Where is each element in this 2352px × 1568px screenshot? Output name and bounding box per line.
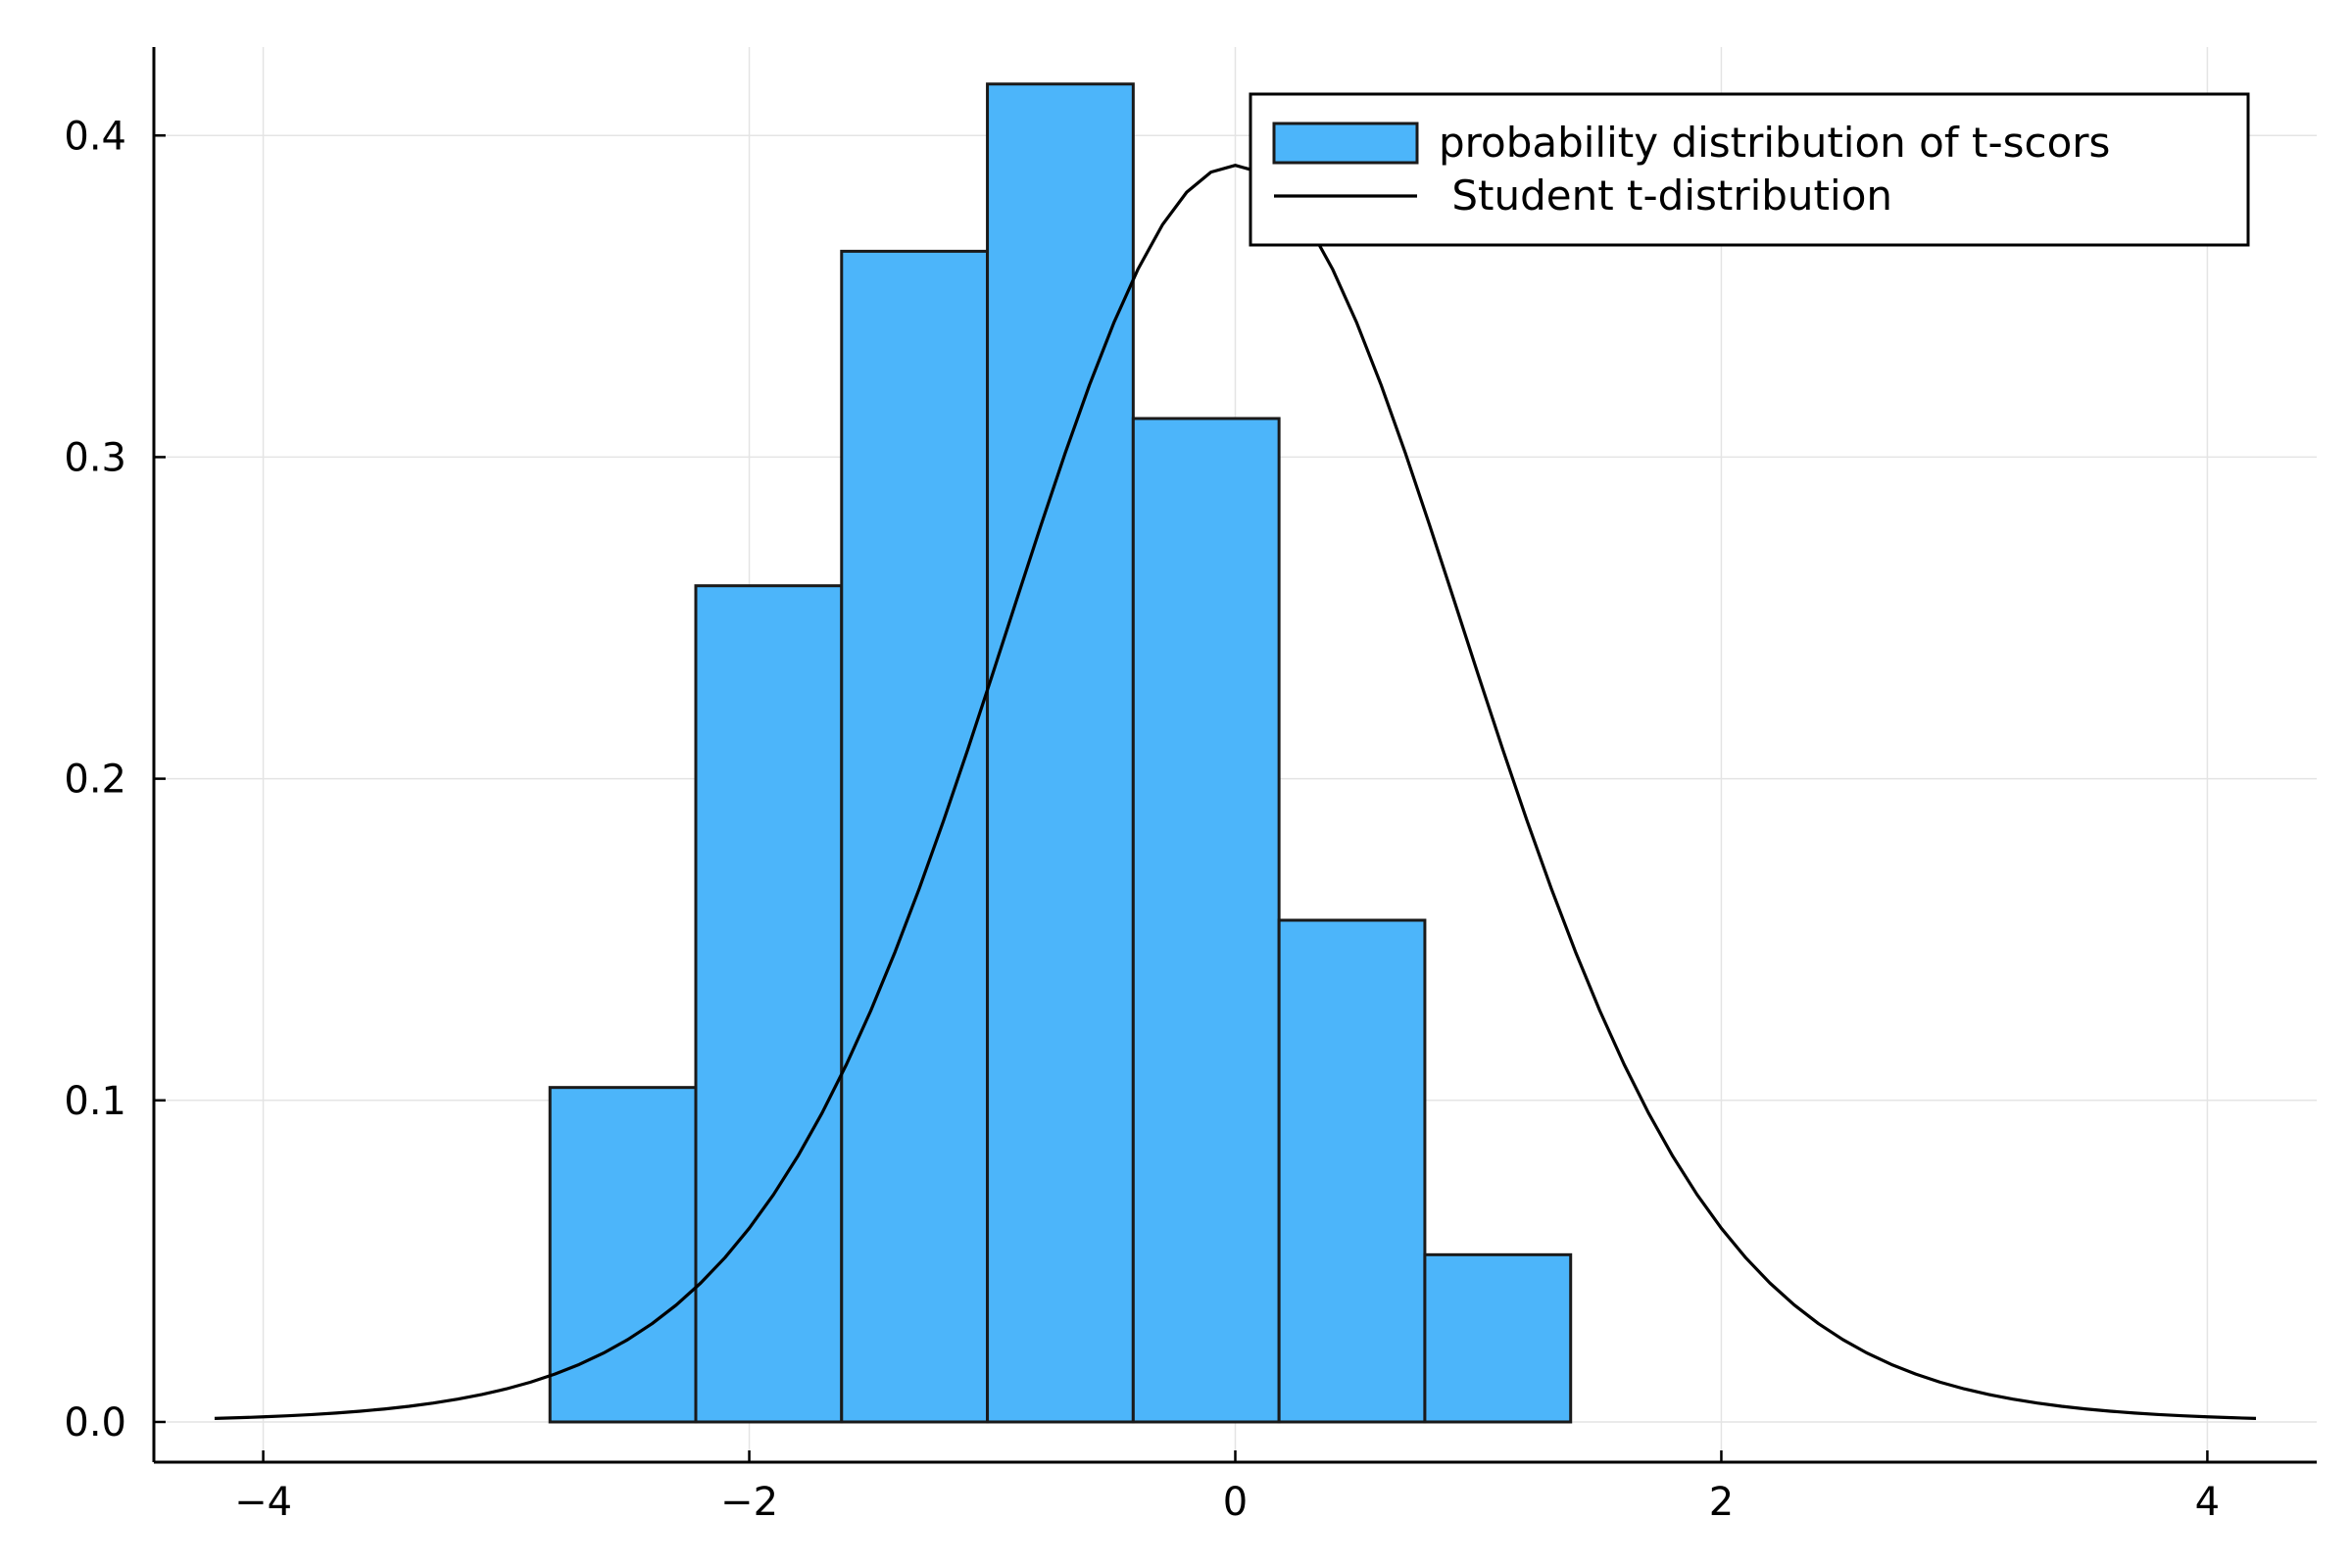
x-tick-label: 0 xyxy=(1223,1480,1248,1525)
legend-label-line: Student t-distribution xyxy=(1439,172,1892,220)
legend: probability distribution of t-scors Stud… xyxy=(1249,92,2250,247)
x-tick-label: −2 xyxy=(720,1480,778,1525)
histogram-bar xyxy=(986,82,1135,1424)
histogram-bar xyxy=(1131,416,1281,1424)
y-tick-label: 0.0 xyxy=(64,1400,126,1446)
legend-box xyxy=(1249,92,2250,247)
histogram-bar xyxy=(1277,918,1427,1424)
axes: −4 −2 0 2 4 0.0 0.1 0.2 0.3 0.4 xyxy=(64,47,2317,1525)
x-tick-label: −4 xyxy=(234,1480,292,1525)
t-distribution-curve xyxy=(214,164,2257,1420)
histogram-bar xyxy=(840,249,990,1424)
x-tick-label: 2 xyxy=(1709,1480,1734,1525)
y-tick-label: 0.2 xyxy=(64,758,126,803)
y-tick-label: 0.4 xyxy=(64,114,126,159)
y-tick-label: 0.3 xyxy=(64,435,126,480)
x-tick-label: 4 xyxy=(2195,1480,2220,1525)
t-distribution-curve-group xyxy=(214,164,2257,1420)
histogram-bar xyxy=(694,584,844,1424)
histogram-bars xyxy=(548,82,1573,1424)
y-tick-label: 0.1 xyxy=(64,1079,126,1124)
histogram-bar xyxy=(1423,1252,1573,1424)
legend-label-histogram: probability distribution of t-scors xyxy=(1439,119,2110,167)
histogram-bar xyxy=(548,1086,698,1424)
legend-swatch-histogram xyxy=(1272,122,1419,165)
